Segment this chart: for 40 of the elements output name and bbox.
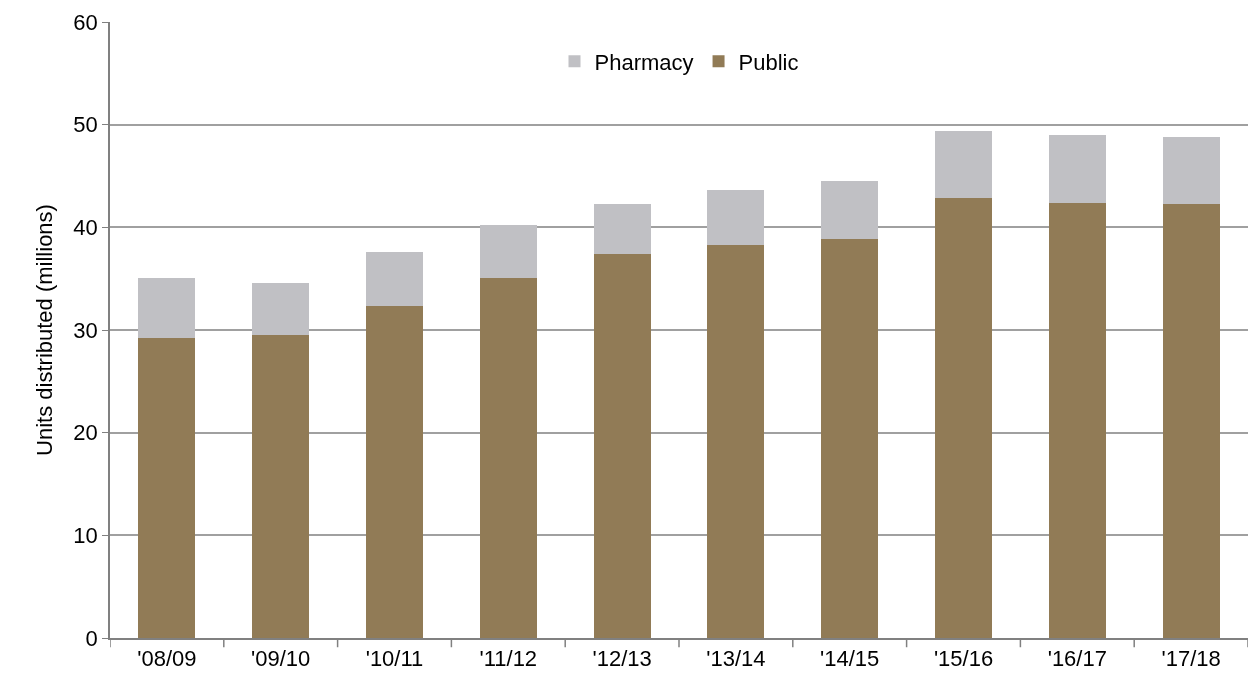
bar [366,251,423,307]
x-tick-label: '15/16 [933,646,994,672]
x-tick-label: '10/11 [365,646,424,672]
bar [593,254,651,638]
bar [707,190,765,245]
bar [138,277,196,339]
x-tick-label: '08/09 [137,646,197,672]
x-tick-label: '09/10 [251,646,311,672]
x-tick-label: '11/12 [479,646,538,672]
x-tick-label: '14/15 [820,646,880,672]
y-tick-label: 40 [73,215,98,241]
x-tick-label: '16/17 [1047,646,1107,672]
legend-label: Public [738,49,799,75]
bar [1162,203,1220,638]
bar [479,277,537,638]
bar [1048,134,1106,203]
bar [1048,202,1106,638]
bar [138,338,196,638]
bar [593,203,651,255]
x-tick-label: '12/13 [592,646,652,672]
bar [821,181,879,239]
y-tick-label: 10 [73,523,98,549]
legend-label: Pharmacy [594,49,694,75]
bar [935,197,992,638]
bar [821,238,879,638]
y-tick-label: 60 [73,9,98,35]
bar [479,225,537,278]
bar [252,282,310,336]
y-tick-label: 30 [73,317,98,343]
y-tick-label: 20 [73,420,98,446]
y-tick-label: 50 [73,112,98,138]
x-tick-label: '13/14 [706,646,766,672]
bar [1162,136,1220,204]
bar [935,130,992,198]
bar [252,335,310,638]
bar [707,244,765,638]
bar [366,306,423,638]
y-axis-title: Units distributed (millions) [31,204,57,456]
x-tick-label: '17/18 [1161,646,1221,672]
y-tick-label: 0 [85,625,98,651]
